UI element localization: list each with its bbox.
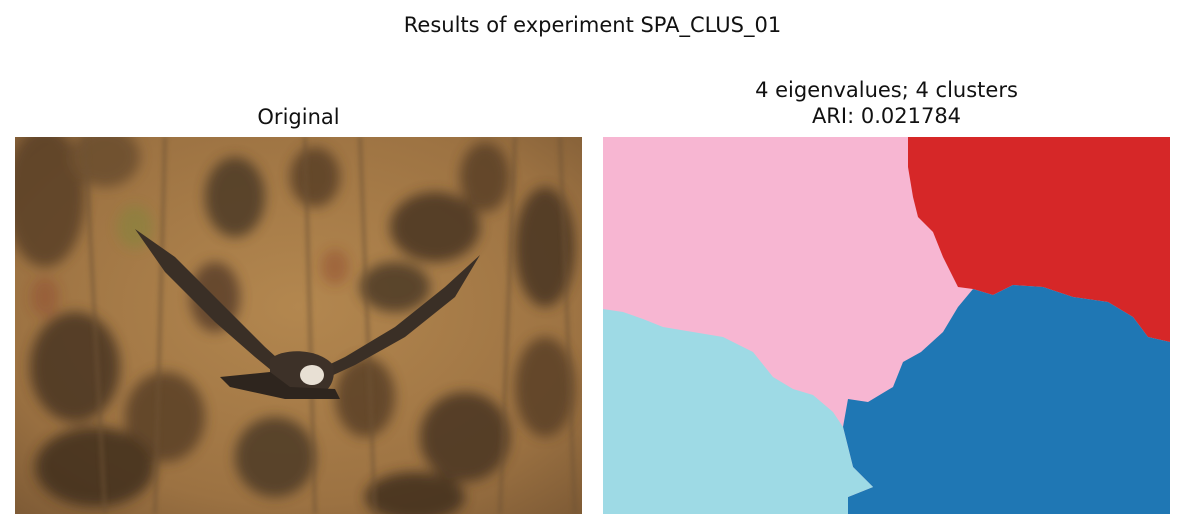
clustering-panel-title: 4 eigenvalues; 4 clusters ARI: 0.021784 — [603, 77, 1170, 129]
clustering-title-line-2: ARI: 0.021784 — [811, 104, 962, 128]
cluster-light-blue-region — [603, 309, 873, 514]
original-hawk-image — [15, 137, 582, 514]
cluster-segmentation-panel — [603, 137, 1170, 514]
hawk — [135, 229, 480, 399]
cluster-segmentation-map — [603, 137, 1170, 514]
figure-title: Results of experiment SPA_CLUS_01 — [403, 13, 782, 37]
blurred-branches — [83, 137, 577, 514]
original-panel-title: Original — [257, 105, 340, 129]
cluster-red-region — [908, 137, 1170, 342]
cluster-blue-region — [843, 285, 1170, 514]
clustering-title-line-1: 4 eigenvalues; 4 clusters — [755, 78, 1018, 102]
original-image-panel — [15, 137, 582, 514]
